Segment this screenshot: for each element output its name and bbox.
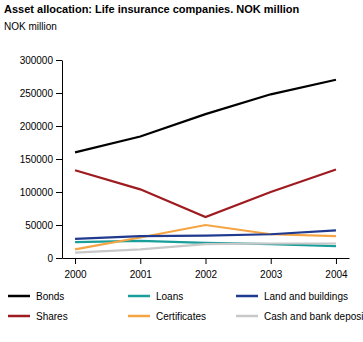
x-tick-label: 2004 (325, 269, 348, 280)
legend-label: Certificates (156, 311, 206, 322)
y-tick-label: 50000 (25, 220, 53, 231)
x-axis: 2000 2001 2002 2003 2004 (63, 258, 350, 280)
y-tick-label: 250000 (20, 88, 54, 99)
x-tick-mark (75, 258, 76, 264)
legend-swatch (128, 315, 150, 318)
x-tick-mark (140, 258, 141, 264)
y-tick: 0 (47, 253, 62, 264)
legend-label: Cash and bank deposits (264, 311, 363, 322)
legend-item: Shares (8, 311, 68, 322)
legend: Bonds Shares Loans Certificates Land and bui… (8, 291, 363, 322)
legend-swatch (236, 295, 258, 298)
x-tick: 2004 (325, 258, 348, 280)
y-tick-label: 200000 (20, 121, 54, 132)
title: Asset allocation: Life insurance compani… (4, 3, 300, 15)
x-tick: 2002 (195, 258, 218, 280)
y-tick-label: 300000 (20, 55, 54, 66)
y-tick: 50000 (25, 220, 62, 231)
legend-item: Cash and bank deposits (236, 311, 363, 322)
legend-item: Certificates (128, 311, 206, 322)
legend-swatch (128, 295, 150, 298)
legend-label: Loans (156, 291, 183, 302)
series-line (75, 170, 336, 218)
series-line (75, 225, 336, 249)
legend-label: Bonds (36, 291, 64, 302)
lines (75, 80, 336, 253)
series-line (75, 230, 336, 239)
x-tick-label: 2003 (260, 269, 283, 280)
series-line (75, 80, 336, 153)
x-tick: 2001 (130, 258, 153, 280)
y-tick-label: 150000 (20, 154, 54, 165)
y-tick-mark (56, 126, 62, 127)
y-tick-label: 100000 (20, 187, 54, 198)
y-axis-title: NOK million (4, 21, 57, 32)
x-tick-label: 2001 (130, 269, 153, 280)
y-tick: 100000 (20, 187, 62, 198)
series-line (75, 243, 336, 252)
y-tick-mark (56, 225, 62, 226)
y-tick: 200000 (20, 121, 62, 132)
y-tick-mark (56, 60, 62, 61)
legend-swatch (236, 315, 258, 318)
x-tick: 2003 (260, 258, 283, 280)
x-tick: 2000 (64, 258, 87, 280)
x-tick-label: 2002 (195, 269, 218, 280)
y-axis: 0 50000 100000 150000 200000 250000 300000 (20, 55, 63, 264)
x-tick-label: 2000 (64, 269, 87, 280)
y-tick: 250000 (20, 88, 62, 99)
x-tick-mark (336, 258, 337, 264)
legend-label: Land and buildings (264, 291, 348, 302)
y-axis-line (62, 61, 63, 259)
y-tick-mark (56, 159, 62, 160)
legend-item: Loans (128, 291, 183, 302)
legend-swatch (8, 295, 30, 298)
y-tick: 300000 (20, 55, 62, 66)
y-tick-mark (56, 258, 62, 259)
legend-swatch (8, 315, 30, 318)
y-tick-mark (56, 93, 62, 94)
legend-item: Bonds (8, 291, 64, 302)
x-tick-mark (271, 258, 272, 264)
legend-label: Shares (36, 311, 68, 322)
x-tick-mark (206, 258, 207, 264)
chart: Asset allocation: Life insurance compani… (0, 0, 363, 342)
legend-item: Land and buildings (236, 291, 348, 302)
y-tick: 150000 (20, 154, 62, 165)
y-tick-label: 0 (47, 253, 53, 264)
y-tick-mark (56, 192, 62, 193)
plot: 0 50000 100000 150000 200000 250000 300000 2000… (20, 55, 350, 280)
